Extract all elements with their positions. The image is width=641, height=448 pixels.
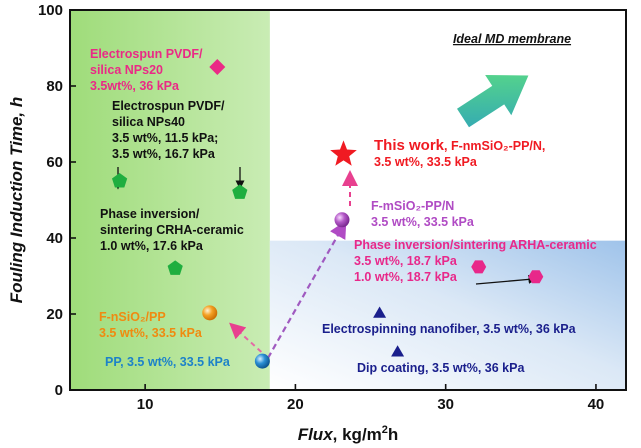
x-tick-label: 30 bbox=[437, 396, 454, 413]
annotation-line: silica NPs20 bbox=[90, 63, 163, 77]
y-tick-label: 0 bbox=[55, 382, 63, 399]
annotation-line: F-nSiO₂/PP bbox=[99, 310, 166, 324]
annotation-line: Electrospun PVDF/ bbox=[112, 99, 225, 113]
annotation-line: 1.0 wt%, 17.6 kPa bbox=[100, 239, 204, 253]
axis-ticks: 10 20 30 40 0 20 40 60 80 100 bbox=[38, 2, 604, 413]
diamond-point bbox=[209, 59, 226, 75]
annotation-label: Electrospun PVDF/silica NPs40 3.5 wt%, 11… bbox=[112, 99, 225, 161]
annotation-line: sintering CRHA-ceramic bbox=[100, 223, 244, 237]
this-work-rest: , F-nmSiO₂-PP/N, bbox=[444, 139, 545, 153]
guide-arrows bbox=[113, 167, 538, 359]
annotation-label: Phase inversion/sintering CRHA-ceramic 1.… bbox=[100, 207, 244, 253]
annotation-label: Dip coating, 3.5 wt%, 36 kPa bbox=[357, 361, 525, 375]
annotation-label: Electrospinning nanofiber, 3.5 wt%, 36 k… bbox=[322, 322, 577, 336]
annotation-line: 3.5wt%, 36 kPa bbox=[90, 79, 180, 93]
annotation-line: F-mSiO₂-PP/N bbox=[371, 199, 454, 213]
annotation-line: 1.0 wt%, 18.7 kPa bbox=[354, 270, 458, 284]
x-tick-label: 10 bbox=[137, 396, 154, 413]
pentagon-point bbox=[232, 184, 248, 199]
x-tick-label: 20 bbox=[287, 396, 304, 413]
x-axis-label-flux: Flux bbox=[298, 425, 334, 444]
pentagon-point bbox=[167, 260, 183, 275]
data-points bbox=[112, 59, 544, 369]
triangle-point bbox=[391, 345, 405, 357]
annotation-line: 3.5 wt%, 16.7 kPa bbox=[112, 147, 216, 161]
ideal-membrane-label: Ideal MD membrane bbox=[453, 32, 571, 46]
annotation-label: PP, 3.5 wt%, 33.5 kPa bbox=[105, 355, 231, 369]
annotation-line: 3.5 wt%, 33.5 kPa bbox=[374, 155, 478, 169]
sphere-point bbox=[254, 353, 270, 369]
annotation-label: Electrospun PVDF/silica NPs20 3.5wt%, 36 … bbox=[90, 47, 203, 93]
y-tick-label: 40 bbox=[46, 230, 63, 247]
y-tick-label: 80 bbox=[46, 78, 63, 95]
y-tick-label: 100 bbox=[38, 2, 63, 19]
annotation-label: F-nSiO₂/PP 3.5 wt%, 33.5 kPa bbox=[99, 310, 203, 340]
sphere-point bbox=[334, 212, 350, 228]
annotation-line: 3.5 wt%, 18.7 kPa bbox=[354, 254, 458, 268]
this-work-emphasis: This work bbox=[374, 137, 445, 154]
x-axis-label-sup: 2 bbox=[382, 424, 388, 436]
hexagon-point bbox=[471, 260, 487, 274]
sphere-point bbox=[202, 305, 218, 321]
annotation-line: 3.5 wt%, 11.5 kPa; bbox=[112, 131, 218, 145]
annotation-line: Phase inversion/ bbox=[100, 207, 200, 221]
x-axis-label: Flux, kg/m2h bbox=[298, 424, 399, 444]
annotation-line: Electrospun PVDF/ bbox=[90, 47, 203, 61]
annotation-line: silica NPs40 bbox=[112, 115, 185, 129]
annotation-label: Phase inversion/sintering ARHA-ceramic 3.… bbox=[354, 238, 597, 284]
blue-region bbox=[269, 240, 626, 390]
star-point bbox=[330, 140, 357, 166]
plot-frame bbox=[69, 9, 627, 391]
triangle-point bbox=[373, 306, 387, 318]
annotation-label: F-mSiO₂-PP/N 3.5 wt%, 33.5 kPa bbox=[371, 199, 475, 229]
annotation-line: Dip coating, 3.5 wt%, 36 kPa bbox=[357, 361, 525, 375]
y-axis-label: Fouling Induction Time, h bbox=[7, 97, 26, 304]
pentagon-point bbox=[112, 173, 128, 188]
hexagon-point bbox=[528, 270, 544, 284]
y-tick-label: 20 bbox=[46, 306, 63, 323]
x-axis-label-unit: , kg/m bbox=[333, 425, 382, 444]
x-axis-label-h: h bbox=[388, 425, 398, 444]
y-tick-label: 60 bbox=[46, 154, 63, 171]
annotation-line: PP, 3.5 wt%, 33.5 kPa bbox=[105, 355, 231, 369]
ideal-arrow bbox=[457, 74, 529, 128]
annotation-label: This work, F-nmSiO₂-PP/N, 3.5 wt%, 33.5 k… bbox=[374, 137, 545, 169]
annotation-line: 3.5 wt%, 33.5 kPa bbox=[99, 326, 203, 340]
x-tick-label: 40 bbox=[588, 396, 605, 413]
annotation-line: This work, F-nmSiO₂-PP/N, bbox=[374, 137, 545, 154]
annotation-line: Phase inversion/sintering ARHA-ceramic bbox=[354, 238, 597, 252]
annotation-line: 3.5 wt%, 33.5 kPa bbox=[371, 215, 475, 229]
annotations: Electrospun PVDF/silica NPs20 3.5wt%, 36 … bbox=[90, 32, 597, 375]
annotation-line: Electrospinning nanofiber, 3.5 wt%, 36 k… bbox=[322, 322, 577, 336]
